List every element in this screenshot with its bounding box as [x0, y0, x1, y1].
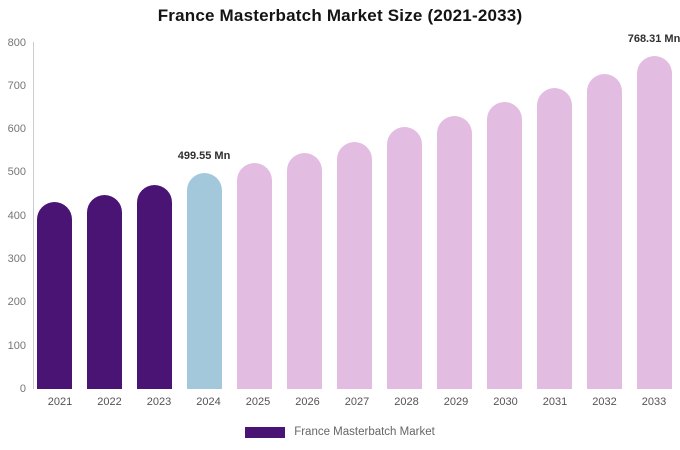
x-tick-2023: 2023: [146, 396, 172, 408]
y-tick-500: 500: [7, 166, 26, 179]
bar-2024[interactable]: [186, 172, 222, 389]
bar-2026[interactable]: [286, 152, 322, 389]
x-tick-2028: 2028: [394, 396, 419, 408]
legend-label: France Masterbatch Market: [294, 426, 435, 438]
x-tick-2032: 2032: [592, 396, 617, 408]
bar-2027[interactable]: [336, 141, 372, 389]
y-axis-line: [33, 42, 34, 389]
bar-2021[interactable]: [36, 202, 72, 389]
x-tick-2024: 2024: [196, 396, 221, 408]
y-tick-200: 200: [7, 296, 26, 309]
x-tick-2033: 2033: [641, 396, 667, 408]
x-tick-2031: 2031: [542, 396, 568, 408]
bar-2033[interactable]: [636, 56, 672, 389]
x-tick-2029: 2029: [443, 396, 469, 408]
x-tick-2026: 2026: [295, 396, 320, 408]
x-tick-2022: 2022: [97, 396, 122, 408]
bar-2023[interactable]: [136, 184, 172, 389]
x-tick-2025: 2025: [245, 396, 271, 408]
legend[interactable]: France Masterbatch Market: [0, 426, 680, 438]
data-label-2024: 499.55 Mn: [177, 149, 231, 162]
chart-title: France Masterbatch Market Size (2021-203…: [157, 6, 523, 25]
x-tick-2027: 2027: [344, 396, 370, 408]
y-tick-100: 100: [7, 339, 26, 352]
y-tick-400: 400: [7, 209, 26, 222]
y-tick-800: 800: [7, 36, 26, 49]
bar-2025[interactable]: [236, 163, 272, 389]
y-tick-700: 700: [7, 79, 26, 92]
legend-swatch: [245, 426, 286, 438]
y-tick-300: 300: [7, 253, 26, 266]
bar-2030[interactable]: [486, 102, 522, 389]
bar-2028[interactable]: [386, 127, 422, 389]
x-tick-2021: 2021: [47, 396, 73, 408]
bar-2031[interactable]: [536, 87, 572, 389]
bar-2032[interactable]: [586, 73, 622, 389]
x-tick-2030: 2030: [493, 396, 518, 408]
bar-2029[interactable]: [436, 115, 472, 389]
y-tick-0: 0: [19, 383, 26, 395]
data-label-2033: 768.31 Mn: [627, 33, 680, 46]
bar-2022[interactable]: [86, 195, 122, 389]
y-tick-600: 600: [7, 123, 26, 136]
